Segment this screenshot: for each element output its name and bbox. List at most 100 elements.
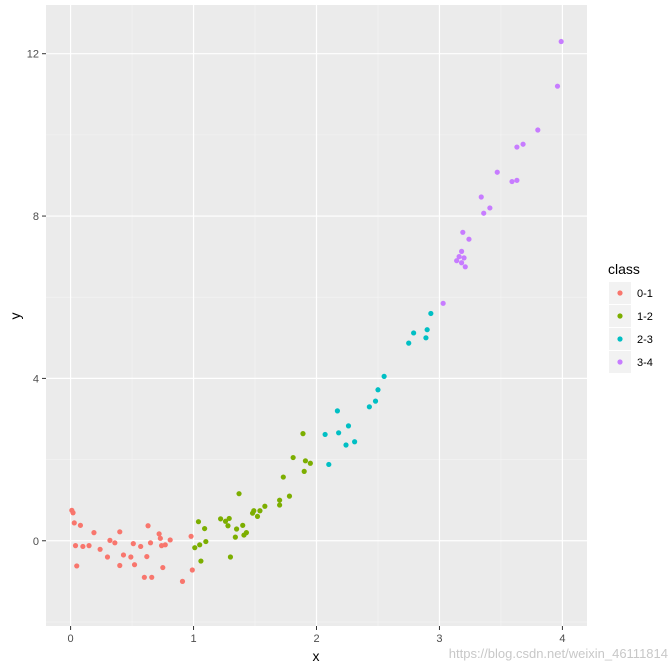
- data-point: [381, 373, 387, 379]
- x-axis-title: x: [313, 648, 320, 664]
- data-point: [232, 534, 238, 540]
- data-point: [334, 408, 341, 414]
- data-point: [70, 510, 76, 516]
- data-point: [97, 546, 103, 552]
- data-point: [406, 340, 412, 346]
- data-point: [558, 38, 564, 45]
- data-point: [254, 513, 261, 520]
- data-point: [520, 141, 526, 147]
- data-point: [411, 330, 417, 336]
- x-tick-label: 3: [436, 633, 442, 645]
- data-point: [71, 520, 77, 526]
- data-point: [107, 537, 113, 543]
- data-point: [343, 442, 349, 448]
- data-point: [454, 258, 460, 264]
- data-point: [128, 554, 134, 560]
- data-point: [458, 260, 465, 266]
- data-point: [156, 531, 162, 537]
- data-point: [91, 530, 97, 536]
- legend-key-marker: [617, 290, 623, 296]
- data-point: [188, 533, 194, 539]
- data-point: [162, 542, 168, 548]
- x-axis: 0 1 2 3 4: [68, 626, 565, 645]
- data-point: [251, 508, 257, 514]
- data-point: [157, 535, 163, 541]
- data-point: [262, 503, 268, 509]
- data-point: [203, 538, 209, 545]
- data-point: [509, 178, 515, 185]
- data-point: [195, 519, 202, 525]
- data-point: [227, 554, 234, 560]
- legend-label: 0-1: [637, 288, 653, 300]
- data-point: [478, 194, 484, 200]
- data-point: [197, 542, 203, 548]
- data-point: [514, 177, 520, 183]
- data-point: [257, 508, 263, 514]
- legend-label: 3-4: [637, 357, 653, 369]
- data-point: [280, 474, 286, 480]
- x-tick-label: 2: [313, 633, 319, 645]
- legend-label: 2-3: [637, 334, 653, 346]
- y-tick-label: 4: [33, 373, 39, 385]
- data-point: [494, 169, 500, 175]
- y-tick-label: 8: [33, 211, 39, 223]
- data-point: [144, 553, 150, 560]
- data-point: [179, 578, 186, 584]
- data-point: [277, 502, 283, 508]
- data-point: [233, 526, 240, 532]
- data-point: [461, 255, 467, 261]
- data-point: [290, 454, 296, 461]
- data-point: [217, 516, 224, 522]
- data-points: [69, 38, 564, 584]
- data-point: [131, 562, 138, 568]
- data-point: [149, 574, 155, 580]
- data-point: [352, 439, 358, 445]
- data-point: [456, 254, 462, 260]
- data-point: [225, 523, 231, 529]
- data-point: [198, 558, 204, 564]
- data-point: [300, 431, 306, 437]
- data-point: [80, 543, 86, 550]
- data-point: [428, 310, 434, 317]
- data-point: [120, 552, 127, 558]
- legend-key-marker: [617, 359, 623, 365]
- x-tick-label: 0: [68, 633, 74, 645]
- data-point: [372, 398, 379, 404]
- data-point: [440, 300, 446, 306]
- data-point: [423, 335, 429, 341]
- data-point: [345, 423, 352, 429]
- data-point: [189, 567, 195, 573]
- legend-key-marker: [617, 336, 623, 342]
- watermark: https://blog.csdn.net/weixin_46111814: [449, 646, 668, 661]
- data-point: [302, 458, 309, 464]
- legend-key-marker: [617, 313, 623, 319]
- data-point: [458, 248, 465, 254]
- data-point: [243, 530, 250, 536]
- data-point: [192, 545, 198, 551]
- data-point: [167, 537, 173, 543]
- x-tick-label: 4: [559, 633, 565, 645]
- data-point: [466, 236, 472, 242]
- data-point: [222, 518, 229, 524]
- data-point: [86, 543, 92, 549]
- data-point: [424, 327, 430, 333]
- data-point: [72, 543, 79, 549]
- y-axis-title: y: [7, 313, 23, 320]
- data-point: [117, 529, 123, 535]
- data-point: [138, 543, 144, 550]
- data-point: [322, 431, 328, 438]
- data-point: [77, 522, 84, 528]
- data-point: [104, 554, 111, 560]
- data-point: [460, 229, 466, 235]
- data-point: [366, 404, 372, 410]
- data-point: [487, 205, 493, 211]
- data-point: [375, 387, 381, 393]
- legend: class 0-1 1-2 2-3 3-4: [608, 261, 653, 373]
- data-point: [336, 430, 342, 436]
- data-point: [286, 493, 293, 499]
- data-point: [236, 491, 242, 497]
- data-point: [462, 264, 468, 270]
- data-point: [307, 460, 313, 466]
- legend-items: 0-1 1-2 2-3 3-4: [609, 282, 653, 373]
